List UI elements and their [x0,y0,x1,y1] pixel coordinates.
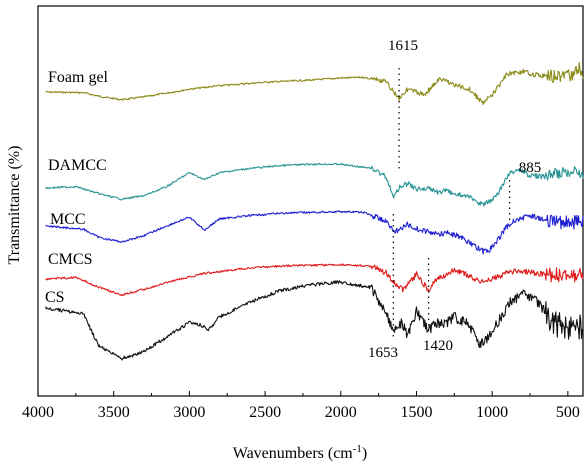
x-tick-label: 4000 [22,404,54,421]
x-tick-label: 1000 [476,404,508,421]
x-axis-title: Wavenumbers (cm-1) [233,443,368,462]
series-group [45,61,584,361]
series-line-foam-gel [45,61,584,106]
series-line-damcc [45,162,584,207]
series-labels: Foam gel DAMCC MCC CMCS CS [45,69,109,306]
x-axis-title-close: ) [362,445,367,462]
x-tick-label: 500 [556,404,580,421]
annotation-label-1615: 1615 [388,38,418,54]
x-tick-label: 2000 [325,404,357,421]
y-axis-title: Transmittance (%) [6,146,23,265]
annotation-guides [392,68,511,340]
series-line-cs [45,280,584,361]
x-axis-title-main: Wavenumbers (cm [233,445,354,462]
annotation-label-1420: 1420 [423,338,453,354]
annotation-label-885: 885 [519,160,542,176]
series-label-damcc: DAMCC [48,157,107,174]
x-axis-ticks: 4000 3500 3000 2500 2000 1500 1000 500 [22,391,580,421]
series-line-mcc [45,210,584,255]
series-label-foam-gel: Foam gel [48,69,109,86]
series-label-cmcs: CMCS [48,251,92,268]
x-tick-label: 2500 [249,404,281,421]
plot-border [37,5,584,397]
peak-annotations: 1615 885 1653 1420 [368,38,541,361]
series-line-cmcs [45,263,584,297]
plot-frame [37,5,584,397]
series-label-cs: CS [45,289,65,306]
x-axis-title-sup: -1 [353,443,362,455]
x-tick-label: 1500 [400,404,432,421]
x-tick-label: 3500 [98,404,130,421]
series-label-mcc: MCC [50,211,86,228]
annotation-label-1653: 1653 [368,345,398,361]
x-tick-label: 3000 [173,404,205,421]
